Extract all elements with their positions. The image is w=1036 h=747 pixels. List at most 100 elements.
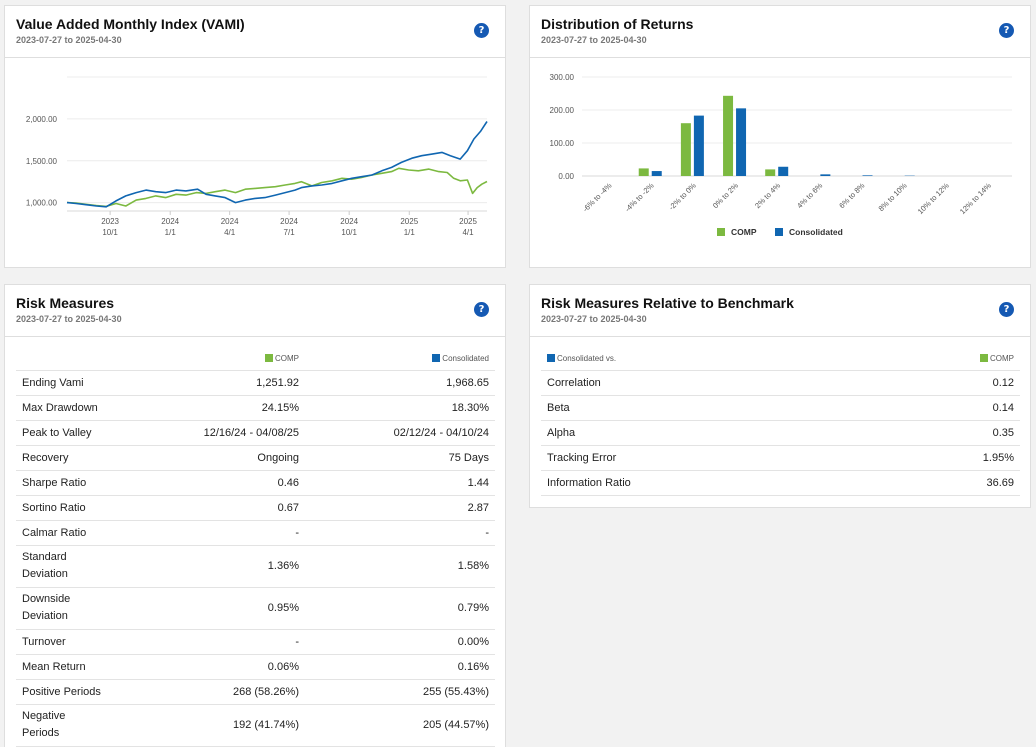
- consolidated-vs-header: Consolidated vs.: [541, 347, 841, 371]
- relative-table-row: Information Ratio 36.69: [541, 470, 1020, 496]
- bar-consolidated: [778, 166, 789, 176]
- risk-row-comp-value: 0.95%: [144, 587, 305, 630]
- distribution-bar-chart: 300.00 200.00 100.00 0.00 -6% to -4% -4% to -…: [550, 73, 1012, 237]
- vami-date-range: 2023-07-27 to 2025-04-30: [16, 35, 122, 45]
- risk-row-comp-value: 12/16/24 - 04/08/25: [144, 420, 305, 446]
- risk-row-comp-value: 24.15%: [144, 395, 305, 421]
- risk-row-consolidated-value: 1.44: [305, 470, 495, 496]
- x-tick-year: 2024: [161, 217, 179, 226]
- relative-row-value: 0.12: [841, 370, 1020, 396]
- risk-row-consolidated-value: 1.58%: [305, 545, 495, 588]
- relative-table-row: Beta 0.14: [541, 395, 1020, 421]
- risk-title: Risk Measures: [16, 295, 115, 311]
- risk-row-consolidated-value: 0.79%: [305, 587, 495, 630]
- series-line-comp: [66, 167, 488, 208]
- risk-row-comp-value: -: [144, 629, 305, 655]
- x-tick-month: 10/1: [102, 228, 118, 237]
- risk-date-range: 2023-07-27 to 2025-04-30: [16, 314, 122, 324]
- x-category-label: 6% to 8%: [837, 181, 866, 210]
- bar-comp: [723, 95, 734, 176]
- relative-row-value: 0.35: [841, 420, 1020, 446]
- relative-table-header: Consolidated vs. COMP: [541, 347, 1020, 371]
- x-category-label: -2% to 0%: [667, 181, 698, 212]
- relative-row-value: 36.69: [841, 470, 1020, 496]
- risk-row-consolidated-value: 2.87: [305, 495, 495, 521]
- risk-row-comp-value: -: [144, 520, 305, 546]
- x-tick-year: 2024: [221, 217, 239, 226]
- risk-row-label: Peak to Valley: [16, 420, 144, 446]
- consolidated-legend-swatch: [432, 353, 441, 362]
- bar-consolidated: [736, 108, 747, 176]
- risk-row-consolidated-value: 0.16%: [305, 654, 495, 680]
- relative-row-label: Information Ratio: [541, 470, 841, 496]
- bar-comp: [680, 123, 691, 176]
- risk-row-comp-value: 1.36%: [144, 545, 305, 588]
- distribution-title: Distribution of Returns: [541, 16, 694, 32]
- risk-row-comp-value: 1,251.92: [144, 370, 305, 396]
- vami-title: Value Added Monthly Index (VAMI): [16, 16, 245, 32]
- risk-table-row: Turnover -0.00%: [16, 629, 495, 655]
- comp-legend-swatch: [980, 353, 988, 362]
- y-tick-label: 100.00: [550, 139, 575, 148]
- distribution-help-icon[interactable]: ?: [999, 23, 1014, 38]
- legend-label-comp: COMP: [731, 227, 757, 237]
- comp-legend-swatch: [265, 353, 273, 362]
- risk-table-row: Standard Deviation 1.36% 1.58%: [16, 545, 495, 588]
- x-tick-year: 2025: [400, 217, 418, 226]
- relative-help-icon[interactable]: ?: [999, 302, 1014, 317]
- risk-row-consolidated-value: 02/12/24 - 04/10/24: [305, 420, 495, 446]
- legend-swatch-consolidated: [775, 228, 783, 236]
- risk-table-row: Negative Periods 192 (41.74%) 205 (44.57%): [16, 704, 495, 747]
- x-tick-month: 1/1: [165, 228, 177, 237]
- relative-risk-table: Consolidated vs. COMP Correlation 0.12 Bet…: [541, 347, 1020, 496]
- y-tick-label: 0.00: [558, 172, 574, 181]
- risk-row-label: Positive Periods: [16, 679, 144, 705]
- risk-row-comp-value: 0.67: [144, 495, 305, 521]
- risk-row-consolidated-value: 0.00%: [305, 629, 495, 655]
- risk-table-header: COMP Consolidated: [16, 347, 495, 371]
- x-tick-year: 2025: [459, 217, 477, 226]
- bar-consolidated: [820, 174, 831, 176]
- relative-title: Risk Measures Relative to Benchmark: [541, 295, 794, 311]
- x-category-label: 2% to 4%: [753, 181, 782, 210]
- risk-row-label: Ending Vami: [16, 370, 144, 396]
- risk-table-row: Recovery Ongoing 75 Days: [16, 445, 495, 471]
- risk-row-consolidated-value: -: [305, 520, 495, 546]
- risk-table-row: Sortino Ratio 0.67 2.87: [16, 495, 495, 521]
- series-line-consolidated: [66, 121, 488, 208]
- relative-table-row: Tracking Error 1.95%: [541, 445, 1020, 471]
- risk-help-icon[interactable]: ?: [474, 302, 489, 317]
- risk-measures-table: COMP Consolidated Ending Vami 1,251.92 1,9…: [16, 347, 495, 747]
- risk-measures-card: Risk Measures 2023-07-27 to 2025-04-30 ?…: [4, 284, 506, 747]
- x-tick-month: 4/1: [462, 228, 474, 237]
- risk-table-row: Positive Periods 268 (58.26%) 255 (55.43%): [16, 679, 495, 705]
- risk-row-comp-value: 0.46: [144, 470, 305, 496]
- x-category-label: -4% to -2%: [623, 181, 656, 214]
- legend-swatch-comp: [717, 228, 725, 236]
- risk-row-label: Negative Periods: [16, 704, 144, 747]
- risk-row-label: Standard Deviation: [16, 545, 144, 588]
- risk-row-comp-value: Ongoing: [144, 445, 305, 471]
- risk-row-label: Sortino Ratio: [16, 495, 144, 521]
- vami-help-icon[interactable]: ?: [474, 23, 489, 38]
- risk-table-row: Downside Deviation 0.95% 0.79%: [16, 587, 495, 630]
- risk-row-consolidated-value: 205 (44.57%): [305, 704, 495, 747]
- x-tick-month: 10/1: [341, 228, 357, 237]
- vami-line-chart: 2,000.00 1,500.00 1,000.00 2023 10/1 2024 1/1 2…: [26, 76, 488, 237]
- relative-row-value: 0.14: [841, 395, 1020, 421]
- relative-table-row: Correlation 0.12: [541, 370, 1020, 396]
- x-tick-year: 2024: [280, 217, 298, 226]
- risk-row-comp-value: 268 (58.26%): [144, 679, 305, 705]
- y-tick-label: 200.00: [550, 106, 575, 115]
- bar-comp: [765, 169, 776, 176]
- relative-risk-card: Risk Measures Relative to Benchmark 2023…: [529, 284, 1031, 508]
- comp-column-header: COMP: [144, 347, 305, 371]
- x-category-label: 8% to 10%: [877, 181, 909, 213]
- risk-row-comp-value: 0.06%: [144, 654, 305, 680]
- relative-row-label: Alpha: [541, 420, 841, 446]
- y-tick-label: 1,000.00: [26, 199, 58, 208]
- risk-table-row: Calmar Ratio - -: [16, 520, 495, 546]
- x-category-label: 12% to 14%: [958, 181, 993, 216]
- x-tick-month: 1/1: [404, 228, 416, 237]
- risk-row-label: Downside Deviation: [16, 587, 144, 630]
